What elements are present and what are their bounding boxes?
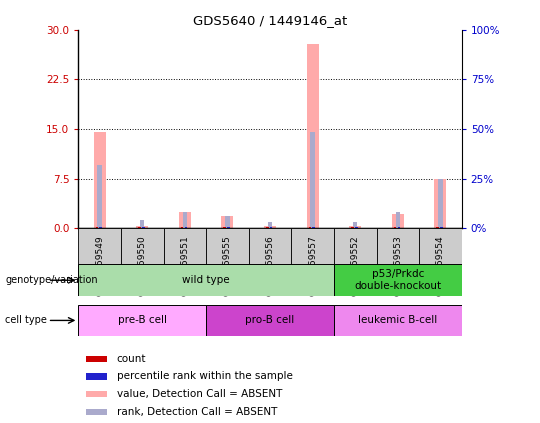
Bar [436,227,439,228]
Bar [138,227,141,228]
Text: GSM1359552: GSM1359552 [350,235,360,296]
Bar [86,374,107,379]
Bar [440,227,443,228]
Bar [142,227,145,228]
Bar [291,228,334,283]
Bar [334,228,376,283]
Bar [227,227,230,228]
Bar [419,228,462,283]
Bar [334,264,462,296]
Text: GSM1359555: GSM1359555 [223,235,232,296]
Text: GSM1359553: GSM1359553 [393,235,402,296]
Bar [435,179,447,228]
Bar [97,165,102,228]
Bar [334,305,462,336]
Bar [78,305,206,336]
Bar [312,227,315,228]
Bar [266,227,268,228]
Bar [78,228,121,283]
Bar [86,409,107,415]
Bar [307,44,319,228]
Text: wild type: wild type [183,275,230,285]
Bar [181,227,183,228]
Bar [264,226,276,228]
Bar [136,226,148,228]
Text: p53/Prkdc
double-knockout: p53/Prkdc double-knockout [354,269,441,291]
Bar [353,222,357,228]
Text: value, Detection Call = ABSENT: value, Detection Call = ABSENT [117,389,282,399]
Bar [349,226,361,228]
Text: rank, Detection Call = ABSENT: rank, Detection Call = ABSENT [117,407,277,417]
Bar [438,179,443,228]
Bar [270,227,272,228]
Bar [249,228,291,283]
Bar [376,228,419,283]
Text: count: count [117,354,146,364]
Bar [308,227,311,228]
Bar [355,227,357,228]
Text: GSM1359550: GSM1359550 [138,235,147,296]
Title: GDS5640 / 1449146_at: GDS5640 / 1449146_at [193,14,347,27]
Bar [396,212,400,228]
Bar [268,222,272,228]
Text: GSM1359554: GSM1359554 [436,235,445,296]
Text: GSM1359556: GSM1359556 [266,235,274,296]
Text: percentile rank within the sample: percentile rank within the sample [117,371,293,382]
Bar [224,227,226,228]
Text: GSM1359549: GSM1359549 [95,235,104,296]
Bar [86,391,107,397]
Bar [310,132,315,228]
Bar [206,305,334,336]
Bar [86,356,107,362]
Bar [99,227,102,228]
Text: pro-B cell: pro-B cell [245,316,295,325]
Bar [121,228,164,283]
Bar [179,212,191,228]
Text: GSM1359557: GSM1359557 [308,235,317,296]
Bar [93,132,105,228]
Bar [394,227,396,228]
Text: GSM1359551: GSM1359551 [180,235,190,296]
Bar [164,228,206,283]
Bar [183,212,187,228]
Bar [185,227,187,228]
Bar [206,228,249,283]
Text: pre-B cell: pre-B cell [118,316,167,325]
Text: leukemic B-cell: leukemic B-cell [358,316,437,325]
Bar [78,264,334,296]
Bar [96,227,98,228]
Bar [397,227,400,228]
Text: cell type: cell type [5,316,48,325]
Bar [221,217,233,228]
Bar [351,227,354,228]
Bar [140,220,144,228]
Text: genotype/variation: genotype/variation [5,275,98,285]
Bar [392,214,404,228]
Bar [225,217,229,228]
